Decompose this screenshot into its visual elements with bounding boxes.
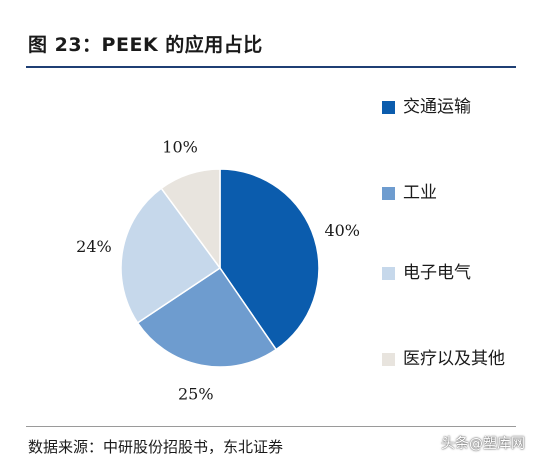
legend-label: 医疗以及其他 <box>403 349 505 369</box>
pie-label-4: 10% <box>162 137 198 156</box>
pie-slice-4 <box>160 168 221 271</box>
pie-slice-3 <box>120 187 222 324</box>
watermark: 头条@塑库网 <box>441 436 525 452</box>
legend-item-3: 电子电气 <box>382 258 523 288</box>
source-divider <box>26 426 516 427</box>
pie-slice-2 <box>136 266 278 368</box>
title-divider <box>26 66 516 68</box>
source-note: 数据来源：中研股份招股书，东北证券 <box>28 438 284 456</box>
legend-item-1: 交通运输 <box>382 92 523 122</box>
pie-label-2: 25% <box>178 385 214 404</box>
legend-swatch <box>382 101 395 114</box>
legend-label: 交通运输 <box>403 97 471 117</box>
legend-swatch <box>382 353 395 366</box>
chart-title: 图 23：PEEK 的应用占比 <box>28 34 263 56</box>
pie-slice-1 <box>219 168 320 351</box>
legend-swatch <box>382 187 395 200</box>
legend-label: 电子电气 <box>403 263 471 283</box>
pie-label-3: 24% <box>76 237 112 256</box>
legend-label: 工业 <box>403 183 437 203</box>
legend-item-4: 医疗以及其他 <box>382 344 523 374</box>
pie-label-1: 40% <box>324 221 360 240</box>
legend-item-2: 工业 <box>382 178 523 208</box>
legend-swatch <box>382 267 395 280</box>
